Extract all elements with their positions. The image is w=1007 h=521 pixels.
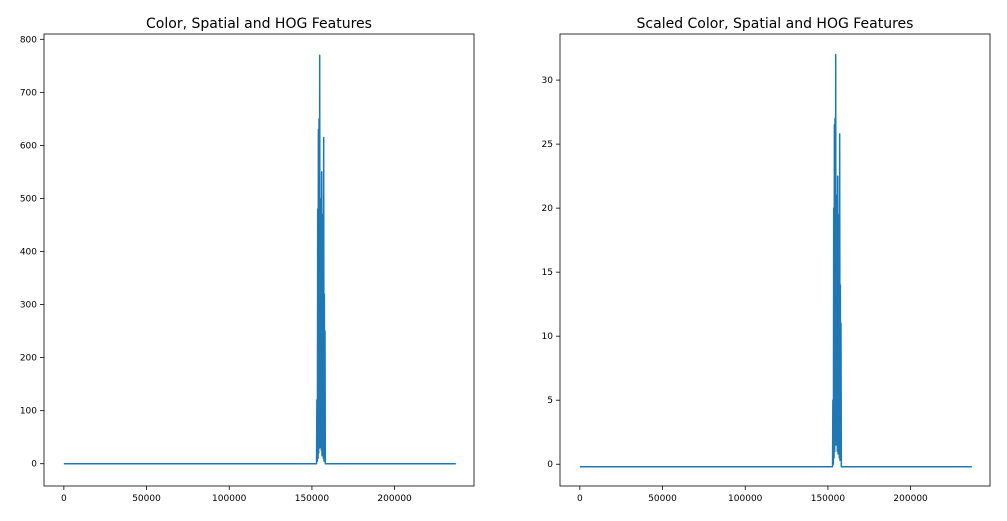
series-line [579,53,972,468]
y-tick-label: 800 [20,35,37,45]
x-tick-label: 200000 [893,494,928,504]
x-tick-label: 150000 [811,494,846,504]
x-tick-label: 100000 [728,494,763,504]
series-line-group [579,53,972,468]
x-tick-label: 50000 [132,494,161,504]
x-tick-label: 50000 [648,494,677,504]
y-tick-label: 25 [542,140,553,150]
y-tick-label: 700 [20,88,37,98]
y-tick-label: 600 [20,141,37,151]
plot-frame [559,33,991,487]
chart-title: Color, Spatial and HOG Features [146,16,372,32]
y-tick-label: 200 [20,354,37,364]
y-tick-label: 400 [20,248,37,258]
y-tick-label: 500 [20,194,37,204]
y-tick-label: 0 [31,460,37,470]
chart-color-spatial-hog: Color, Spatial and HOG Features 0 100 200 3… [20,16,475,504]
y-tick-label: 10 [542,332,554,342]
y-tick-label: 0 [547,460,553,470]
y-tick-label: 300 [20,301,37,311]
y-tick-label: 30 [542,76,554,86]
y-axis: 0 100 200 300 400 500 600 700 800 [20,35,44,470]
x-axis: 0 50000 100000 150000 200000 [61,486,412,504]
series-line [63,54,456,465]
y-axis: 0 5 10 15 20 25 30 [542,76,560,470]
plot-frame [43,33,475,487]
y-tick-label: 100 [20,407,37,417]
x-tick-label: 100000 [212,494,247,504]
y-tick-label: 20 [542,204,554,214]
y-tick-label: 5 [547,396,553,406]
y-tick-label: 15 [542,268,553,278]
chart-title: Scaled Color, Spatial and HOG Features [637,16,914,32]
x-tick-label: 0 [61,494,67,504]
x-axis: 0 50000 100000 150000 200000 [577,486,928,504]
x-tick-label: 200000 [377,494,412,504]
x-tick-label: 150000 [295,494,330,504]
x-tick-label: 0 [577,494,583,504]
chart-scaled-color-spatial-hog: Scaled Color, Spatial and HOG Features 0… [542,16,991,504]
series-line-group [63,54,456,465]
